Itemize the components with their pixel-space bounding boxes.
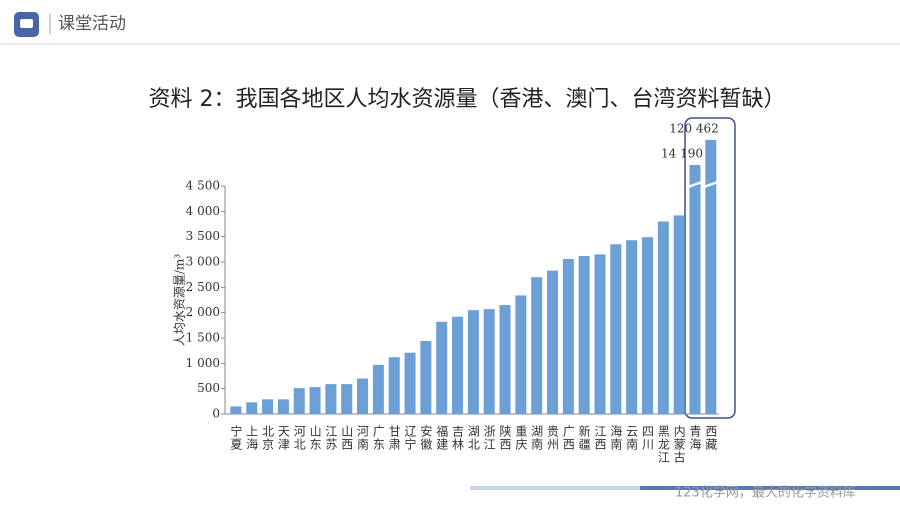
value-label: 14 190 [661, 147, 703, 161]
x-tick-label: 广西 [561, 425, 575, 451]
bar [372, 364, 384, 414]
bar [515, 295, 527, 414]
header-title: 课堂活动 [58, 14, 126, 34]
bar [452, 316, 464, 414]
bar [673, 215, 685, 414]
watermark: 123化学网，最大的化学资料库 [675, 485, 856, 501]
bar [420, 341, 432, 414]
x-tick-label: 北京 [261, 425, 275, 451]
bar [594, 254, 606, 414]
y-tick-label: 0 [212, 407, 220, 421]
x-tick-label: 广东 [371, 425, 385, 451]
bar [657, 221, 669, 414]
bar [562, 258, 574, 414]
x-tick-label: 内蒙古 [672, 425, 686, 464]
x-tick-label: 福建 [435, 424, 449, 451]
y-tick-label: 500 [197, 381, 220, 395]
y-tick-label: 4 000 [186, 204, 220, 218]
bar [357, 378, 369, 414]
bar [705, 139, 717, 414]
x-tick-label: 吉林 [451, 425, 465, 451]
axis-break [703, 180, 719, 189]
bar [467, 310, 479, 414]
x-tick-label: 甘肃 [387, 425, 401, 451]
x-tick-label: 山东 [308, 425, 322, 451]
bar [246, 402, 258, 414]
x-tick-label: 河北 [292, 425, 306, 451]
x-tick-label: 黑龙江 [656, 425, 670, 464]
header-icon-glyph [20, 19, 33, 28]
y-tick-label: 1 000 [186, 356, 220, 370]
bar [309, 387, 321, 414]
bar [341, 384, 353, 414]
x-tick-label: 海南 [609, 424, 623, 451]
footer-bar-accent [640, 486, 900, 490]
bar [547, 270, 559, 414]
x-tick-label: 浙江 [482, 425, 496, 451]
x-tick-label: 辽宁 [403, 425, 417, 451]
y-tick-label: 2 500 [186, 280, 220, 294]
y-tick-label: 1 500 [186, 331, 220, 345]
chart-title: 资料 2：我国各地区人均水资源量（香港、澳门、台湾资料暂缺） [149, 87, 786, 112]
y-tick-label: 4 500 [186, 179, 220, 193]
bar [641, 237, 653, 414]
bar [293, 388, 305, 414]
x-tick-label: 贵州 [546, 425, 560, 451]
bar [531, 277, 543, 414]
x-tick-label: 青海 [688, 425, 702, 451]
axis-break [687, 180, 703, 189]
bar [483, 309, 495, 414]
x-tick-label: 山西 [340, 425, 354, 451]
x-tick-label: 新疆 [577, 424, 591, 451]
y-tick-label: 3 000 [186, 255, 220, 269]
bar [404, 352, 416, 414]
y-tick-label: 2 000 [186, 305, 220, 319]
x-tick-label: 江苏 [324, 425, 338, 451]
x-tick-label: 上海 [245, 425, 259, 451]
x-tick-label: 陕西 [498, 424, 512, 451]
bar [610, 244, 622, 414]
x-tick-label: 云南 [625, 425, 639, 451]
x-tick-label: 西藏 [704, 425, 718, 451]
x-tick-label: 湖南 [530, 424, 544, 451]
highlight-box [684, 117, 736, 419]
bar [325, 384, 337, 414]
bar [578, 255, 590, 414]
y-tick-label: 3 500 [186, 229, 220, 243]
value-label: 120 462 [669, 121, 719, 135]
x-tick-label: 宁夏 [229, 424, 243, 451]
x-tick-label: 江西 [593, 425, 607, 451]
bar [436, 321, 448, 414]
x-tick-label: 天津 [276, 425, 290, 451]
x-tick-label: 安徽 [419, 424, 433, 451]
x-tick-label: 四川 [640, 425, 654, 451]
bar [499, 305, 511, 414]
x-tick-label: 河南 [356, 425, 370, 451]
bar [230, 406, 242, 414]
bar [626, 240, 638, 414]
bar [388, 357, 400, 414]
y-axis-label: 人均水资源量/m³ [173, 254, 187, 346]
x-tick-label: 重庆 [514, 425, 528, 451]
bar [262, 399, 274, 414]
x-tick-label: 湖北 [466, 424, 480, 451]
bar [689, 165, 701, 414]
bar [277, 399, 289, 414]
